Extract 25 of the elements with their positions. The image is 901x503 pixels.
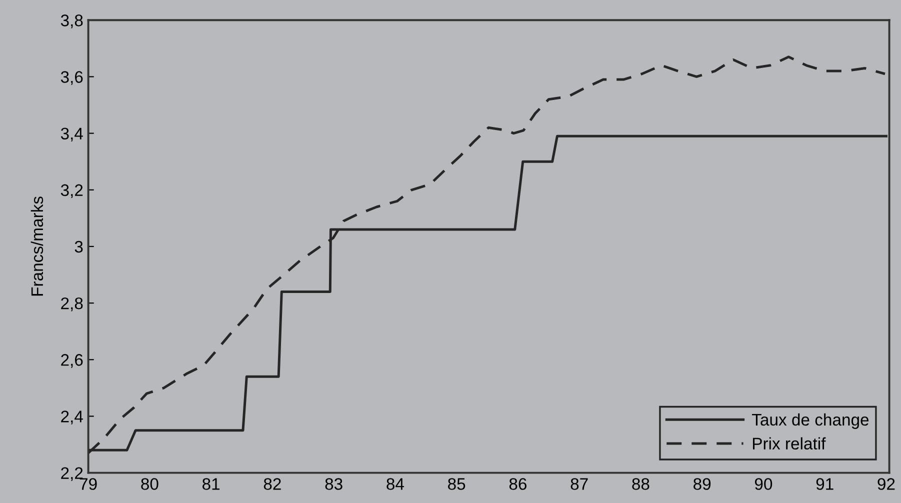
x-tick-label: 81 xyxy=(202,478,220,490)
x-tick-label: 88 xyxy=(632,478,650,490)
y-tick-label: 2,8 xyxy=(61,297,83,312)
y-tick-label: 3,8 xyxy=(60,14,83,28)
x-tick-label: 91 xyxy=(816,478,834,490)
x-tick-label: 90 xyxy=(754,478,772,490)
legend-label: Prix relatif xyxy=(752,437,826,450)
x-tick-label: 87 xyxy=(570,478,588,490)
y-tick-label: 3,6 xyxy=(60,71,83,85)
y-tick-label: 2,6 xyxy=(61,354,83,368)
y-tick-label: 2,4 xyxy=(61,410,83,424)
y-tick-label: 3 xyxy=(74,240,83,253)
x-tick-label: 84 xyxy=(386,478,404,490)
y-tick-label: 3,4 xyxy=(60,128,83,142)
x-tick-label: 80 xyxy=(141,478,158,490)
x-tick-label: 82 xyxy=(264,478,281,490)
legend-label: Taux de change xyxy=(752,413,869,429)
x-tick-label: 92 xyxy=(878,478,895,490)
x-tick-label: 85 xyxy=(448,478,466,490)
y-axis-title: Francs/marks xyxy=(30,196,44,296)
x-tick-label: 86 xyxy=(509,478,526,490)
x-tick-label: 89 xyxy=(694,478,711,490)
x-tick-label: 83 xyxy=(325,478,342,490)
line-series xyxy=(88,56,886,454)
y-tick-label: 3,2 xyxy=(60,184,83,198)
